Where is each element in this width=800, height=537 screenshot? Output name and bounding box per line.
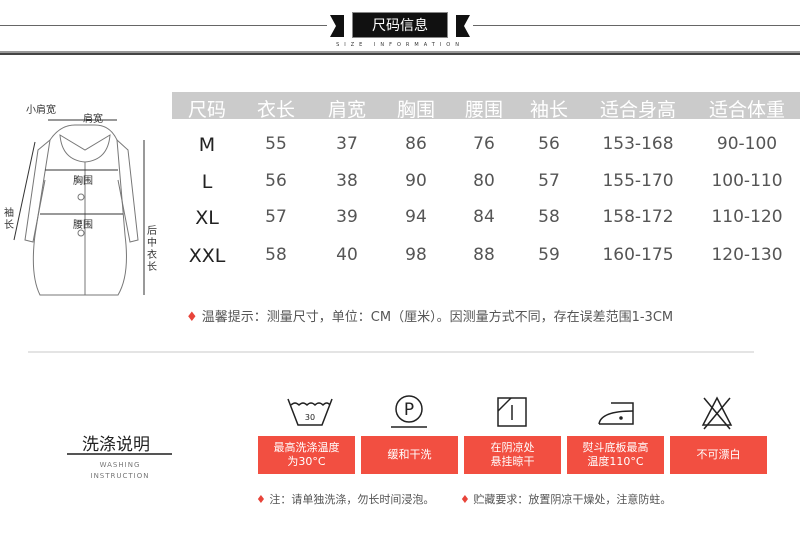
size-table-header: 尺码 衣长 肩宽 胸围 腰围 袖长 适合身高 适合体重: [172, 92, 800, 121]
table-cell: 39: [336, 207, 358, 227]
table-cell: 38: [336, 171, 358, 191]
measurement-tip: ♦ 温馨提示：测量尺寸，单位：CM（厘米）。因测量方式不同，存在误差范围1-3C…: [186, 306, 673, 325]
care-label-dry-clean: 缓和干洗: [361, 436, 458, 474]
dry-clean-p-icon: P: [391, 395, 427, 428]
care-label-hang-dry: 在阴凉处 悬挂晾干: [464, 436, 561, 474]
section-divider: [28, 351, 754, 353]
column-header: 袖长: [529, 99, 569, 121]
washing-note-text: 注：请单独洗涤，勿长时间浸泡。: [269, 493, 435, 506]
table-cell: 120-130: [711, 245, 783, 265]
table-cell: 98: [405, 245, 427, 265]
diagram-label-chest: 胸围: [73, 176, 93, 187]
size-cell: XL: [195, 207, 219, 229]
measurement-tip-text: 温馨提示：测量尺寸，单位：CM（厘米）。因测量方式不同，存在误差范围1-3CM: [201, 310, 674, 325]
table-cell: 84: [473, 207, 495, 227]
diagram-label-sleeve: 袖长: [4, 208, 14, 231]
diagram-label-small-shoulder: 小肩宽: [26, 105, 56, 116]
table-cell: 55: [265, 134, 287, 154]
washing-subtitle-1: WASHING: [99, 461, 141, 469]
banner-ribbon: [330, 15, 470, 37]
washing-subtitle-2: INSTRUCTION: [90, 472, 150, 480]
diamond-bullet-icon: ♦: [186, 310, 198, 325]
care-label-no-bleach: 不可漂白: [670, 436, 767, 474]
diagram-label-shoulder: 肩宽: [83, 114, 103, 125]
table-cell: 57: [265, 207, 287, 227]
page-title: 尺码信息: [352, 12, 448, 38]
column-header: 肩宽: [327, 99, 367, 121]
care-label-iron: 熨斗底板最高 温度110°C: [567, 436, 664, 474]
wash-30-icon: 30: [287, 398, 333, 426]
table-cell: 56: [265, 171, 287, 191]
table-cell: 80: [473, 171, 495, 191]
table-cell: 155-170: [602, 171, 674, 191]
table-cell: 90: [405, 171, 427, 191]
table-cell: 37: [336, 134, 358, 154]
washing-note: ♦ 注：请单独洗涤，勿长时间浸泡。: [256, 491, 434, 507]
table-cell: 90-100: [716, 134, 778, 154]
diagram-label-waist: 腰围: [73, 220, 93, 231]
table-cell: 158-172: [602, 207, 674, 227]
page-subtitle: SIZE INFORMATION: [336, 42, 464, 48]
column-header: 胸围: [396, 99, 436, 121]
storage-note: ♦ 贮藏要求：放置阴凉干燥处，注意防蛀。: [460, 491, 671, 507]
iron-low-icon: [598, 402, 634, 425]
svg-text:30: 30: [305, 413, 315, 422]
table-cell: 100-110: [711, 171, 783, 191]
column-header: 尺码: [187, 99, 227, 121]
size-cell: M: [198, 134, 216, 156]
table-cell: 88: [473, 245, 495, 265]
table-cell: 160-175: [602, 245, 674, 265]
coat-measure-diagram: [13, 119, 145, 296]
svg-text:P: P: [404, 400, 414, 420]
diamond-bullet-icon: ♦: [256, 493, 266, 506]
table-cell: 57: [538, 171, 560, 191]
table-cell: 59: [538, 245, 560, 265]
shade-dry-hang-icon: [497, 397, 527, 427]
column-header: 腰围: [464, 99, 504, 121]
table-cell: 40: [336, 245, 358, 265]
table-cell: 76: [473, 134, 495, 154]
table-cell: 94: [405, 207, 427, 227]
table-cell: 58: [265, 245, 287, 265]
care-label-wash-temp: 最高洗涤温度 为30°C: [258, 436, 355, 474]
column-header: 适合身高: [599, 99, 677, 121]
size-cell: L: [201, 171, 213, 193]
no-bleach-icon: [701, 396, 733, 430]
column-header: 适合体重: [708, 99, 786, 121]
header-double-line: [0, 51, 800, 55]
table-cell: 58: [538, 207, 560, 227]
washing-title-underline: [67, 453, 172, 455]
column-header: 衣长: [256, 99, 296, 121]
storage-note-text: 贮藏要求：放置阴凉干燥处，注意防蛀。: [473, 493, 672, 506]
size-cell: XXL: [188, 245, 226, 267]
washing-title: 洗涤说明: [82, 435, 150, 455]
header-line-left: [0, 25, 327, 26]
header-line-right: [473, 25, 800, 26]
diamond-bullet-icon: ♦: [460, 493, 470, 506]
table-cell: 153-168: [602, 134, 674, 154]
diagram-label-back-length: 后中衣长: [147, 226, 157, 273]
table-cell: 56: [538, 134, 560, 154]
table-cell: 110-120: [711, 207, 783, 227]
table-cell: 86: [405, 134, 427, 154]
